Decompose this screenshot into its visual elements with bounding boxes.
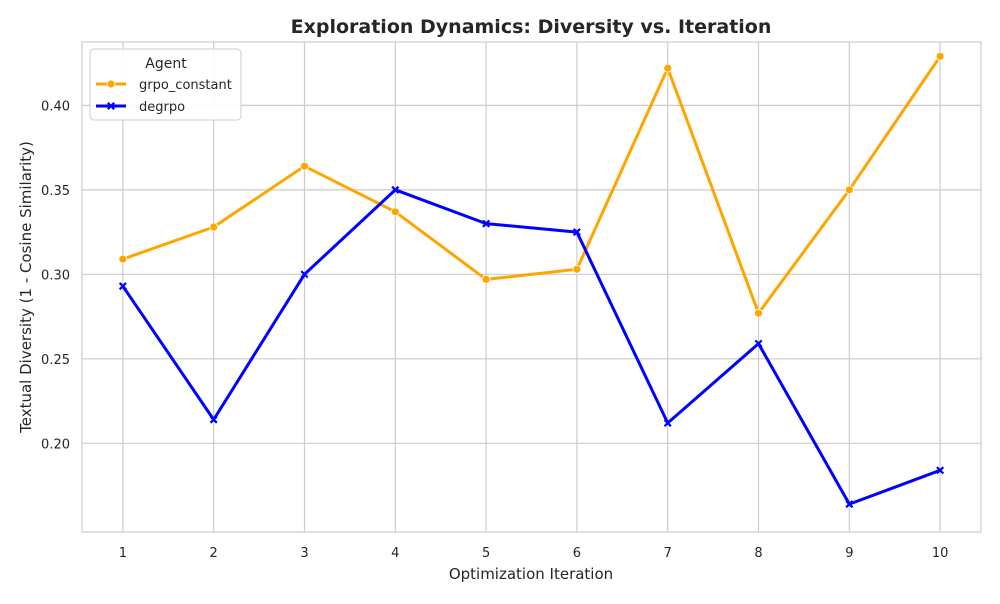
legend-entry-grpo_constant: grpo_constant (96, 78, 232, 93)
legend-title: Agent (145, 56, 187, 72)
data-point-grpo_constant (844, 185, 854, 195)
x-tick-label: 2 (210, 546, 218, 561)
series-line-degrpo (121, 188, 941, 506)
legend-marker (107, 102, 115, 110)
x-tick-label: 7 (664, 546, 672, 561)
series-layer (118, 51, 945, 509)
series-degrpo (118, 185, 945, 509)
legend-marker (106, 79, 116, 89)
data-point-grpo_constant (481, 274, 491, 284)
data-point-degrpo (663, 419, 672, 427)
y-tick-label: 0.30 (41, 268, 70, 283)
series-grpo_constant (118, 51, 945, 318)
y-axis-label: Textual Diversity (1 - Cosine Similarity… (17, 141, 35, 434)
x-tick-label: 4 (391, 546, 399, 561)
legend-label: grpo_constant (139, 78, 232, 93)
y-tick-label: 0.40 (41, 99, 70, 114)
x-tick-label: 8 (754, 546, 762, 561)
data-point-degrpo (936, 466, 945, 475)
y-tick-label: 0.25 (41, 353, 70, 368)
legend-box (89, 48, 242, 121)
x-tick-label: 10 (932, 546, 949, 561)
data-point-grpo_constant (935, 51, 945, 61)
x-tick-label: 9 (845, 546, 853, 561)
data-point-degrpo (572, 228, 581, 237)
y-tick-label: 0.20 (41, 437, 70, 452)
data-point-grpo_constant (118, 254, 128, 264)
y-tick-label: 0.35 (41, 184, 70, 199)
x-tick-label: 5 (482, 546, 490, 561)
legend-label: degrpo (139, 100, 185, 115)
tick-layer: 1 2 3 4 5 6 7 8 9 10 0.20 0.25 0.30 0.35 0.40 (41, 99, 948, 561)
chart-title: Exploration Dynamics: Diversity vs. Iter… (291, 16, 772, 38)
data-point-degrpo (118, 282, 127, 291)
data-point-grpo_constant (209, 222, 219, 232)
x-axis-label: Optimization Iteration (449, 565, 613, 583)
data-point-grpo_constant (300, 161, 309, 171)
x-tick-label: 6 (573, 546, 581, 561)
data-point-degrpo (482, 219, 491, 228)
x-tick-label: 3 (300, 546, 308, 561)
series-line-grpo_constant (122, 55, 942, 315)
data-point-grpo_constant (572, 264, 582, 274)
data-point-degrpo (209, 415, 218, 424)
plot-frame (81, 41, 982, 533)
data-point-degrpo (300, 270, 309, 279)
data-point-grpo_constant (663, 63, 673, 73)
data-point-degrpo (754, 339, 763, 348)
x-tick-label: 1 (119, 546, 127, 561)
data-point-grpo_constant (390, 207, 400, 217)
data-point-degrpo (391, 185, 400, 194)
data-point-grpo_constant (754, 308, 763, 318)
legend-entry-degrpo: degrpo (96, 100, 185, 115)
data-point-degrpo (845, 500, 854, 509)
